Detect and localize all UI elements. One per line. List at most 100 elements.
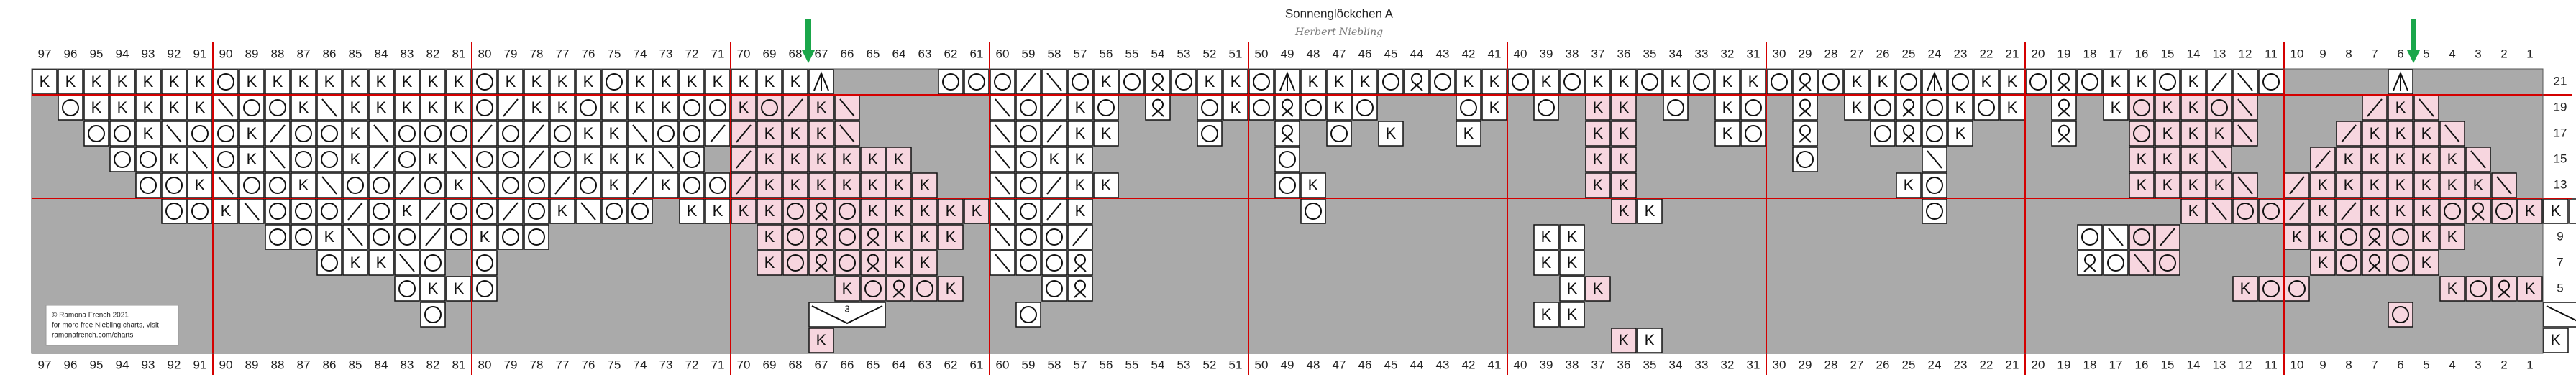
yarn-over xyxy=(528,228,545,246)
stitch-cell xyxy=(912,250,938,276)
knit-symbol: K xyxy=(2395,98,2406,116)
yarn-over xyxy=(1201,125,1218,142)
yarn-over xyxy=(476,254,493,272)
stitch-cell xyxy=(1714,121,1740,147)
column-number: 15 xyxy=(2161,47,2175,60)
knit-symbol: K xyxy=(2240,279,2251,297)
knit-symbol: K xyxy=(480,228,490,246)
twisted-stitch xyxy=(2472,202,2485,221)
knit-symbol: K xyxy=(91,73,102,91)
knit-symbol: K xyxy=(816,124,827,142)
stitch-cell xyxy=(757,172,782,198)
yarn-over xyxy=(1563,73,1581,91)
knit-symbol: K xyxy=(65,73,76,91)
column-number: 85 xyxy=(349,47,362,60)
column-number: 47 xyxy=(1333,47,1346,60)
stitch-cell xyxy=(782,121,808,147)
knit-symbol: K xyxy=(350,98,361,116)
knit-symbol: K xyxy=(2421,202,2432,220)
knit-symbol: K xyxy=(1671,73,1681,91)
stitch-cell xyxy=(1093,121,1119,147)
column-number: 24 xyxy=(1928,47,1942,60)
column-number: 56 xyxy=(1100,47,1113,60)
yarn-over xyxy=(709,177,726,194)
column-number: 92 xyxy=(168,47,181,60)
column-number: 73 xyxy=(659,358,673,371)
stitch-cell xyxy=(782,172,808,198)
stitch-cell xyxy=(757,250,782,276)
column-number: 45 xyxy=(1384,358,1398,371)
column-number: 85 xyxy=(349,358,362,371)
column-number: 11 xyxy=(2265,358,2278,371)
knit-symbol: K xyxy=(764,150,775,168)
yarn-over xyxy=(1020,254,1037,272)
yarn-over xyxy=(476,151,493,168)
stitch-cell xyxy=(2180,172,2206,198)
knit-symbol: K xyxy=(2525,202,2536,220)
knit-symbol: K xyxy=(2447,279,2458,297)
column-number: 89 xyxy=(245,47,259,60)
knit-symbol: K xyxy=(2318,202,2329,220)
knit-symbol: K xyxy=(713,202,723,220)
knit-symbol: K xyxy=(454,279,465,297)
twisted-stitch xyxy=(892,279,905,298)
stitch-cell xyxy=(2362,172,2388,198)
knit-symbol: K xyxy=(2370,176,2380,194)
column-number: 3 xyxy=(2475,47,2481,60)
twisted-stitch xyxy=(815,202,828,221)
twisted-stitch xyxy=(1799,98,1812,117)
knit-symbol: K xyxy=(739,98,749,116)
knit-symbol: K xyxy=(1075,124,1086,142)
yarn-over xyxy=(1253,73,1270,91)
stitch-cell xyxy=(1533,224,1559,250)
knit-symbol: K xyxy=(2395,176,2406,194)
ssk xyxy=(399,254,415,272)
knit-symbol: K xyxy=(143,124,154,142)
yarn-over xyxy=(1305,203,1322,220)
column-number: 1 xyxy=(2526,358,2533,371)
knit-symbol: K xyxy=(1619,150,1630,168)
yarn-over xyxy=(1305,99,1322,116)
knit-symbol: K xyxy=(1619,98,1630,116)
column-number: 21 xyxy=(2006,358,2019,371)
twisted-stitch xyxy=(1281,98,1294,117)
k2tog xyxy=(1020,73,1036,91)
column-number: 83 xyxy=(401,47,414,60)
knit-symbol: K xyxy=(1722,73,1733,91)
column-number: 49 xyxy=(1281,47,1294,60)
yarn-over xyxy=(398,125,416,142)
twisted-stitch xyxy=(1902,124,1915,143)
yarn-over xyxy=(580,177,597,194)
knit-symbol: K xyxy=(2137,150,2147,168)
column-number: 69 xyxy=(763,358,777,371)
stitch-cell xyxy=(1300,172,1326,198)
knit-symbol: K xyxy=(790,73,801,91)
stitch-cell xyxy=(2543,328,2569,353)
stitch-cell xyxy=(1637,328,1663,353)
ssk xyxy=(2237,176,2253,195)
stitch-cell xyxy=(1041,147,1067,172)
stitch-cell xyxy=(990,224,1015,250)
stitch-cell xyxy=(58,69,83,95)
column-number: 96 xyxy=(64,47,78,60)
knit-symbol: K xyxy=(920,254,931,272)
yarn-over xyxy=(1279,151,1296,168)
ssk xyxy=(321,176,337,195)
column-number: 40 xyxy=(1514,358,1527,371)
yarn-over xyxy=(1926,177,1943,194)
column-number: 92 xyxy=(168,358,181,371)
column-number: 19 xyxy=(2057,358,2071,371)
knit-symbol: K xyxy=(1619,202,1630,220)
yarn-over xyxy=(2340,228,2357,246)
stitch-cell xyxy=(1585,276,1611,302)
k2tog xyxy=(787,98,803,117)
knit-symbol: K xyxy=(2162,150,2173,168)
column-number: 31 xyxy=(1747,47,1760,60)
column-number: 58 xyxy=(1048,358,1061,371)
knit-symbol: K xyxy=(790,124,801,142)
yarn-over xyxy=(2133,99,2150,116)
yarn-over xyxy=(2495,203,2513,220)
yarn-over xyxy=(424,125,442,142)
stitch-cell xyxy=(1611,328,1637,353)
stitch-cell xyxy=(2517,198,2543,224)
